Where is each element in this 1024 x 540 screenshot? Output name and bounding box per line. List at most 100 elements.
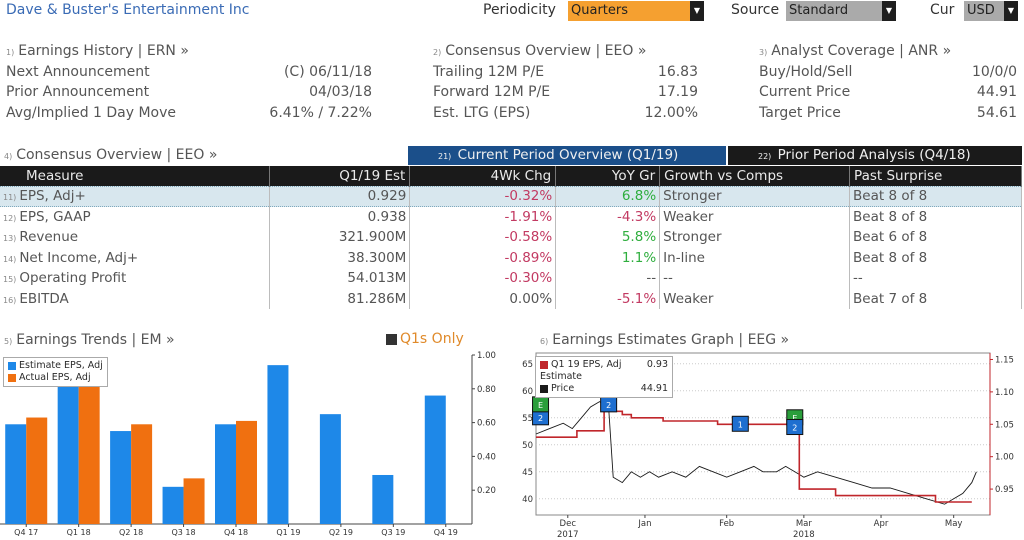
cell-past-surprise: Beat 6 of 8: [849, 227, 1022, 248]
consensus-table-link[interactable]: 4) Consensus Overview | EEO »: [4, 147, 218, 163]
bar-estimate: [5, 424, 27, 524]
left-tick-label: 55: [522, 414, 533, 424]
estimate-line: [536, 410, 972, 503]
x-tick-label: May: [945, 519, 963, 529]
table-row[interactable]: 14) Net Income, Adj+ 38.300M -0.89% 1.1% In-l…: [0, 247, 1022, 268]
prior-announcement-value: 04/03/18: [309, 84, 372, 100]
periodicity-label: Periodicity: [483, 2, 556, 18]
col-measure[interactable]: Measure: [0, 166, 271, 186]
cell-measure: 13) Revenue: [0, 227, 271, 248]
cell-past-surprise: Beat 8 of 8: [849, 247, 1022, 268]
chevron-down-icon: ▼: [1004, 1, 1018, 21]
y-tick-label: 0.80: [477, 385, 496, 395]
table-row[interactable]: 15) Operating Profit 54.013M -0.30% -- -- --: [0, 268, 1022, 289]
top-bar: Dave & Buster's Entertainment Inc Period…: [0, 0, 1024, 24]
bar-estimate: [372, 474, 394, 524]
table-row[interactable]: 12) EPS, GAAP 0.938 -1.91% -4.3% Weaker Beat 8…: [0, 206, 1022, 227]
x-tick-label: Mar: [796, 519, 813, 529]
cell-yoy-growth: --: [555, 268, 661, 289]
cell-growth-vs-comps: --: [659, 268, 851, 289]
currency-dropdown[interactable]: USD ▼: [964, 1, 1018, 21]
event-marker[interactable]: 1: [731, 415, 749, 432]
bar-estimate: [215, 424, 236, 524]
x-tick-label: Q4 17: [14, 528, 38, 537]
event-marker-label: 2: [606, 401, 611, 410]
event-marker[interactable]: 2: [786, 419, 804, 436]
q1-only-toggle[interactable]: Q1s Only: [386, 331, 464, 347]
cell-measure: 12) EPS, GAAP: [0, 206, 271, 227]
analyst-coverage-link[interactable]: 3) Analyst Coverage | ANR »: [759, 43, 952, 59]
left-tick-label: 60: [522, 387, 533, 397]
chevron-down-icon: ▼: [690, 1, 704, 21]
table-row[interactable]: 13) Revenue 321.900M -0.58% 5.8% Stronger Beat…: [0, 227, 1022, 248]
target-price-value: 54.61: [976, 105, 1017, 121]
prior-announcement-label: Prior Announcement: [6, 84, 150, 100]
cell-past-surprise: Beat 7 of 8: [849, 288, 1022, 309]
cell-estimate: 321.900M: [269, 227, 411, 248]
col-past-surprise[interactable]: Past Surprise: [849, 166, 1022, 186]
bar-actual: [183, 478, 205, 524]
event-marker-label: E: [538, 401, 543, 410]
cell-4wk-change: -0.30%: [409, 268, 557, 289]
col-4wk-change[interactable]: 4Wk Chg: [409, 166, 557, 186]
x-tick-label: Q4 18: [224, 528, 248, 537]
cell-estimate: 0.929: [269, 185, 411, 207]
bar-estimate: [162, 486, 184, 524]
legend-price: Price 44.91: [540, 383, 668, 395]
company-name: Dave & Buster's Entertainment Inc: [6, 2, 250, 18]
event-marker-label: 1: [738, 420, 743, 429]
x-tick-label: Q1 19: [276, 528, 300, 537]
x-tick-label: Jan: [637, 519, 651, 529]
trailing-pe-label: Trailing 12M P/E: [433, 64, 545, 80]
line-chart-legend: Q1 19 EPS, Adj Estimate 0.93 Price 44.91: [535, 356, 673, 398]
periodicity-value: Quarters: [571, 3, 628, 18]
x-tick-label: Feb: [719, 519, 734, 529]
event-marker[interactable]: E: [532, 396, 550, 413]
x-tick-label: Q2 18: [119, 528, 143, 537]
cell-4wk-change: -0.89%: [409, 247, 557, 268]
cell-past-surprise: Beat 8 of 8: [849, 206, 1022, 227]
bar-estimate: [110, 431, 132, 524]
cell-4wk-change: -0.58%: [409, 227, 557, 248]
col-yoy-growth[interactable]: YoY Gr: [555, 166, 661, 186]
table-row[interactable]: 16) EBITDA 81.286M 0.00% -5.1% Weaker Beat 7 o…: [0, 288, 1022, 309]
tab-prior-period[interactable]: 22) Prior Period Analysis (Q4/18): [728, 146, 1022, 165]
earnings-trends-link[interactable]: 5) Earnings Trends | EM »: [4, 332, 175, 348]
col-growth-vs-comps[interactable]: Growth vs Comps: [659, 166, 851, 186]
table-row[interactable]: 11) EPS, Adj+ 0.929 -0.32% 6.8% Stronger Beat …: [0, 185, 1022, 207]
x-year-label: 2018: [793, 530, 815, 540]
legend-estimate: Estimate EPS, Adj: [8, 360, 103, 372]
event-marker-label: 2: [538, 414, 543, 423]
buy-hold-sell-value: 10/0/0: [971, 64, 1017, 80]
event-marker-box: [786, 419, 804, 436]
cell-4wk-change: -1.91%: [409, 206, 557, 227]
cell-yoy-growth: 5.8%: [555, 227, 661, 248]
currency-value: USD: [967, 3, 995, 18]
legend-q1-estimate: Q1 19 EPS, Adj Estimate 0.93: [540, 359, 668, 382]
bar-estimate: [267, 365, 289, 524]
tab-current-period[interactable]: 21) Current Period Overview (Q1/19): [408, 146, 726, 165]
earnings-estimates-graph-link[interactable]: 6) Earnings Estimates Graph | EEG »: [540, 332, 790, 348]
consensus-overview-link[interactable]: 2) Consensus Overview | EEO »: [433, 43, 647, 59]
col-estimate[interactable]: Q1/19 Est: [269, 166, 411, 186]
currency-label: Cur: [930, 2, 955, 18]
x-tick-label: Q2 19: [329, 528, 353, 537]
x-tick-label: Q4 19: [434, 528, 458, 537]
x-tick-label: Q3 19: [381, 528, 405, 537]
source-dropdown[interactable]: Standard ▼: [786, 1, 896, 21]
cell-estimate: 54.013M: [269, 268, 411, 289]
cell-4wk-change: 0.00%: [409, 288, 557, 309]
current-price-label: Current Price: [759, 84, 851, 100]
event-marker[interactable]: 2: [600, 396, 618, 413]
earnings-history-link[interactable]: 1) Earnings History | ERN »: [6, 43, 189, 59]
right-tick-label: 1.05: [995, 420, 1014, 430]
cell-yoy-growth: 1.1%: [555, 247, 661, 268]
buy-hold-sell-label: Buy/Hold/Sell: [759, 64, 853, 80]
periodicity-dropdown[interactable]: Quarters ▼: [568, 1, 704, 21]
chevron-down-icon: ▼: [882, 1, 896, 21]
cell-growth-vs-comps: Stronger: [659, 185, 851, 207]
cell-past-surprise: Beat 8 of 8: [849, 185, 1022, 207]
bar-chart-legend: Estimate EPS, Adj Actual EPS, Adj: [3, 357, 108, 387]
cell-yoy-growth: -5.1%: [555, 288, 661, 309]
bar-actual: [78, 375, 100, 524]
